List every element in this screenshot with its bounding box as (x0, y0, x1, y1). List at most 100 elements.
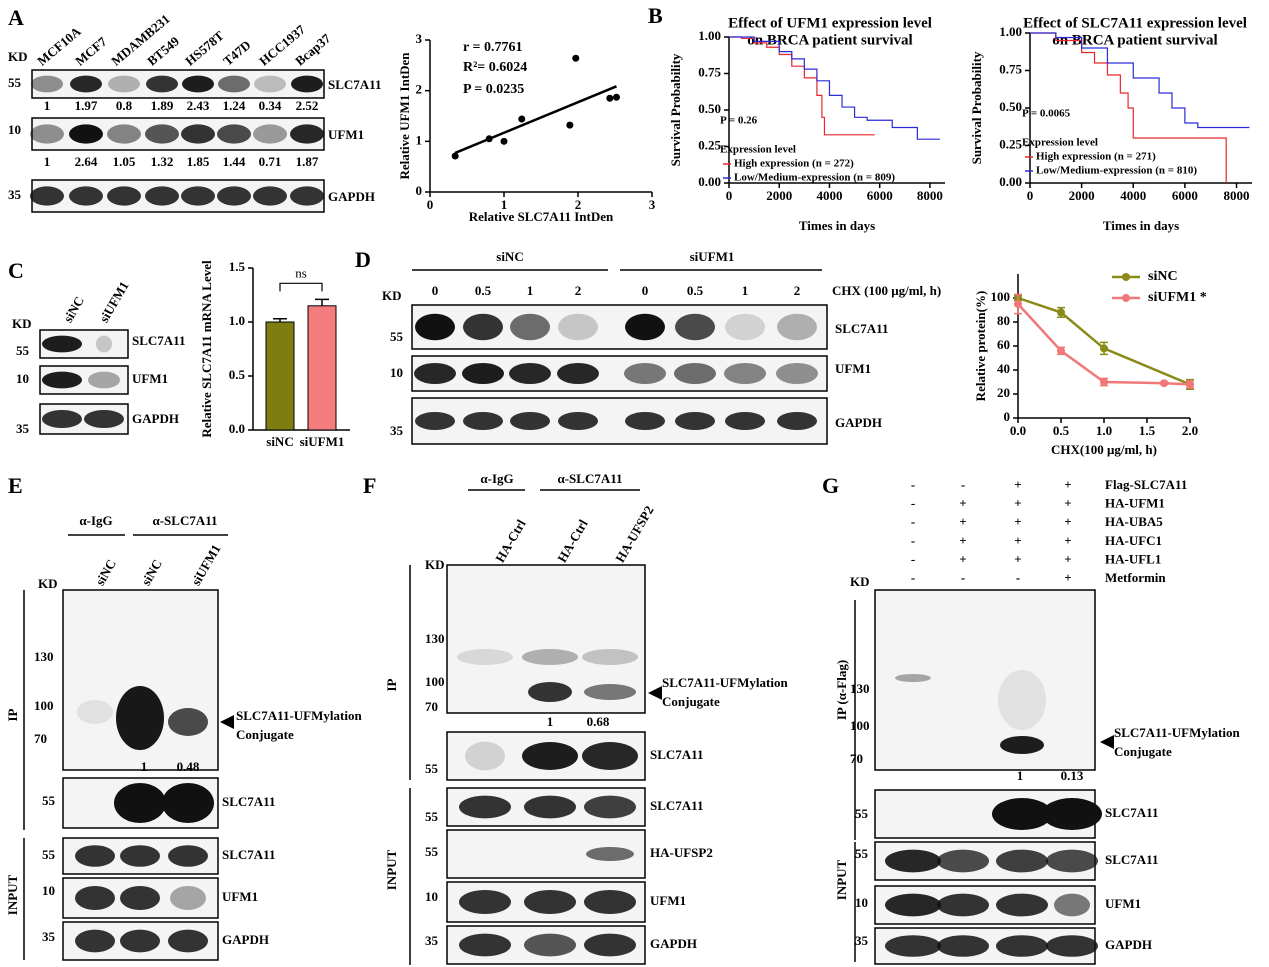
y-tick-label: 0.0 (229, 421, 245, 436)
marker: 10 (16, 371, 29, 386)
marker: 55 (425, 844, 439, 859)
quant: 0.71 (259, 154, 282, 169)
condition-sign: + (1014, 533, 1021, 548)
quant: 1 (547, 714, 554, 729)
band (108, 75, 140, 93)
band (168, 929, 208, 953)
y-tick-label: 1.0 (229, 313, 245, 328)
band (558, 313, 598, 341)
band (145, 124, 179, 144)
annotation: P = 0.26 (720, 115, 758, 127)
band (114, 783, 166, 823)
lane-label: 1 (527, 283, 534, 298)
annotation: r = 0.7761 (463, 40, 522, 55)
condition-sign: - (961, 570, 965, 585)
marker: 10 (425, 889, 438, 904)
band (70, 75, 102, 93)
condition-sign: + (959, 496, 966, 511)
lane-label: 2 (794, 283, 801, 298)
condition-sign: + (1014, 477, 1021, 492)
x-tick-label: 1.0 (1096, 423, 1112, 438)
blot-frame (874, 789, 1096, 839)
band (291, 75, 323, 93)
quant: 1.89 (151, 98, 174, 113)
condition-label: HA-UBA5 (1105, 514, 1163, 529)
band (1046, 849, 1098, 873)
lane-label: T47D (220, 37, 253, 68)
quant: 1.97 (75, 98, 98, 113)
marker: 55 (42, 847, 56, 862)
legend-label: siNC (1148, 269, 1178, 284)
condition-sign: - (911, 570, 915, 585)
x-tick-label: 3 (649, 197, 656, 212)
band (584, 795, 636, 819)
x-tick-label: 2000 (1069, 188, 1095, 203)
x-tick-label: 8000 (917, 188, 943, 203)
band (415, 412, 455, 430)
conjugate-label: Conjugate (1114, 744, 1172, 759)
y-tick-label: 40 (997, 361, 1010, 376)
protein-label: SLC7A11 (222, 794, 275, 809)
protein-label: UFM1 (1105, 896, 1141, 911)
band (414, 363, 456, 384)
condition-sign: - (911, 496, 915, 511)
condition-sign: + (1064, 496, 1071, 511)
lane-label: HS578T (182, 28, 227, 69)
band (724, 363, 766, 384)
condition-sign: - (961, 477, 965, 492)
x-tick-label: 8000 (1224, 188, 1250, 203)
treatment: CHX (100 μg/ml, h) (832, 283, 941, 298)
y-tick-label: 1 (416, 132, 423, 147)
x-tick-label: 0 (726, 188, 733, 203)
band (463, 313, 503, 341)
condition-label: Flag-SLC7A11 (1105, 477, 1187, 492)
marker: 100 (425, 674, 445, 689)
lane-label: HA-Ctrl (554, 517, 591, 565)
band (777, 313, 817, 341)
band (162, 783, 214, 823)
band (254, 75, 286, 93)
y-axis-label: Relative UFM1 IntDen (397, 52, 412, 180)
band (459, 933, 511, 957)
band (996, 893, 1048, 917)
band (31, 75, 63, 93)
quant: 0.13 (1061, 768, 1084, 783)
condition-label: HA-UFC1 (1105, 533, 1162, 548)
marker: 70 (425, 699, 438, 714)
survival-curve (729, 36, 940, 140)
band (937, 849, 989, 873)
label: G (822, 473, 839, 498)
condition-sign: + (1014, 514, 1021, 529)
band (120, 886, 160, 910)
protein-label: UFM1 (132, 371, 168, 386)
significance-bracket (279, 282, 323, 292)
band (510, 412, 550, 430)
protein-label: GAPDH (328, 189, 375, 204)
band (77, 700, 113, 724)
band (1054, 893, 1090, 917)
band (96, 335, 112, 353)
quant: 1 (1017, 768, 1024, 783)
legend-marker (1122, 273, 1130, 281)
band (145, 186, 179, 206)
condition-sign: + (959, 551, 966, 566)
quant: 1.05 (113, 154, 136, 169)
marker: 55 (855, 846, 869, 861)
band (885, 935, 941, 957)
marker: 55 (425, 761, 439, 776)
marker: 35 (425, 933, 439, 948)
band (675, 412, 715, 430)
lane-label: siNC (92, 557, 119, 588)
band (120, 845, 160, 867)
x-tick-label: 2000 (766, 188, 792, 203)
bar (307, 305, 337, 431)
y-axis-label: Survival Probability (969, 51, 984, 164)
y-tick-label: 0.5 (229, 367, 246, 382)
band (459, 890, 511, 914)
marker: 130 (425, 631, 445, 646)
band (584, 890, 636, 914)
condition-sign: + (959, 514, 966, 529)
marker: 10 (855, 895, 868, 910)
band (75, 886, 115, 910)
protein-label: UFM1 (650, 893, 686, 908)
